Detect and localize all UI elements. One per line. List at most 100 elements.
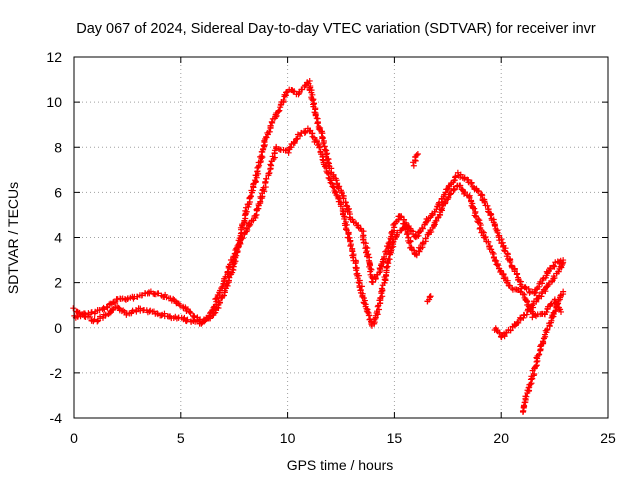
data-point (372, 275, 379, 282)
data-point (407, 238, 414, 245)
y-tick-label: 0 (54, 320, 62, 336)
data-point (420, 239, 427, 246)
data-point (501, 247, 508, 254)
data-point (358, 283, 365, 290)
data-point (184, 316, 191, 323)
data-point (427, 293, 434, 300)
data-point (293, 135, 300, 142)
data-point (503, 253, 510, 260)
data-point (70, 305, 77, 312)
data-point (560, 259, 567, 266)
x-tick-label: 25 (600, 430, 616, 446)
data-point (558, 262, 565, 269)
y-tick-label: 4 (54, 230, 62, 246)
data-point (87, 313, 94, 320)
data-point (369, 279, 376, 286)
data-point (186, 308, 193, 315)
data-point (552, 308, 559, 315)
x-tick-label: 20 (493, 430, 509, 446)
data-point (547, 266, 554, 273)
data-point (242, 207, 249, 214)
data-point (529, 314, 536, 321)
data-point (531, 371, 538, 378)
data-point (306, 77, 313, 84)
data-point (355, 279, 362, 286)
data-point (398, 213, 405, 220)
data-point (465, 193, 472, 200)
data-point (471, 205, 478, 212)
data-point (324, 150, 331, 157)
data-point (544, 326, 551, 333)
data-point (520, 402, 527, 409)
data-point (268, 162, 275, 169)
data-point (488, 246, 495, 253)
data-point (493, 326, 500, 333)
data-point (481, 199, 488, 206)
data-point (492, 223, 499, 230)
data-point (551, 263, 558, 270)
data-point (155, 290, 162, 297)
data-point (266, 128, 273, 135)
data-point (248, 193, 255, 200)
data-point (280, 97, 287, 104)
data-point (216, 299, 223, 306)
grid-lines (74, 57, 608, 418)
data-point (523, 311, 530, 318)
data-point (237, 239, 244, 246)
data-point (266, 170, 273, 177)
data-point (97, 313, 104, 320)
data-point (314, 120, 321, 127)
data-point (336, 194, 343, 201)
data-point (494, 262, 501, 269)
data-point (410, 247, 417, 254)
data-point (477, 224, 484, 231)
data-point (154, 310, 161, 317)
data-point (224, 268, 231, 275)
data-point (555, 297, 562, 304)
data-point (389, 239, 396, 246)
data-point (322, 147, 329, 154)
data-point (181, 314, 188, 321)
data-point (558, 308, 565, 315)
data-point (519, 408, 526, 415)
data-point (244, 227, 251, 234)
x-tick-label: 5 (177, 430, 185, 446)
data-point (447, 191, 454, 198)
x-axis-label: GPS time / hours (287, 457, 394, 473)
data-point (364, 308, 371, 315)
data-point (94, 318, 101, 325)
data-point (379, 293, 386, 300)
y-tick-label: 8 (54, 139, 62, 155)
y-tick-label: -2 (50, 365, 63, 381)
data-point (330, 184, 337, 191)
data-point (392, 234, 399, 241)
data-point (378, 285, 385, 292)
data-point (115, 304, 122, 311)
data-point (461, 175, 468, 182)
data-point (245, 203, 252, 210)
data-point (546, 264, 553, 271)
data-point (544, 283, 551, 290)
data-point (342, 226, 349, 233)
y-tick-label: 10 (46, 94, 62, 110)
data-point (385, 240, 392, 247)
data-point (106, 301, 113, 308)
data-point (297, 133, 304, 140)
data-point (118, 308, 125, 315)
data-point (226, 274, 233, 281)
data-point (482, 234, 489, 241)
data-point (400, 216, 407, 223)
data-point (525, 285, 532, 292)
data-point (187, 310, 194, 317)
data-point (451, 186, 458, 193)
data-point (462, 189, 469, 196)
data-point (316, 144, 323, 151)
y-tick-label: 2 (54, 275, 62, 291)
data-point (309, 133, 316, 140)
x-tick-label: 15 (387, 430, 403, 446)
data-point (523, 393, 530, 400)
data-point (422, 235, 429, 242)
data-point (457, 182, 464, 189)
data-point (438, 205, 445, 212)
